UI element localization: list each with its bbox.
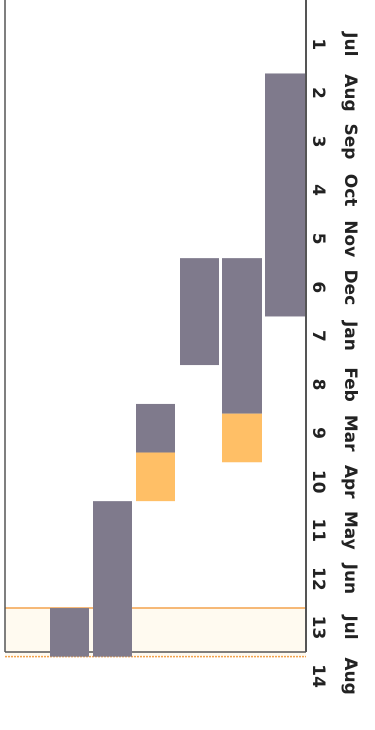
period-label: 2 xyxy=(308,87,328,99)
month-label: Aug xyxy=(340,74,360,111)
month-label: Apr xyxy=(340,465,360,499)
period-label: 1 xyxy=(308,38,328,50)
month-axis: Jul Aug Sep Oct Nov Dec Jan Feb Mar Apr May Jun Jul A… xyxy=(340,31,360,695)
task-4-segment-1 xyxy=(136,403,175,453)
month-label: Nov xyxy=(340,220,360,257)
month-label: Jan xyxy=(340,320,360,351)
month-label: Sep xyxy=(340,124,360,160)
period-label: 8 xyxy=(308,379,328,391)
task-2-segment-1 xyxy=(222,258,262,414)
period-label: 11 xyxy=(308,518,328,542)
month-label: Jul xyxy=(340,31,360,56)
task-5-segment-1 xyxy=(93,501,132,657)
period-label: 12 xyxy=(308,567,328,591)
task-1-segment-1 xyxy=(265,73,305,317)
month-label: Feb xyxy=(340,367,360,402)
month-label: May xyxy=(340,511,360,550)
task-4-segment-2 xyxy=(136,452,175,502)
period-label: 10 xyxy=(308,470,328,494)
period-label: 9 xyxy=(308,427,328,439)
month-label: Oct xyxy=(340,174,360,207)
period-label: 5 xyxy=(308,233,328,245)
month-label: Jul xyxy=(340,614,360,639)
month-label: Mar xyxy=(340,415,360,452)
month-label: Dec xyxy=(340,269,360,305)
period-label: 14 xyxy=(308,664,328,688)
task-6-segment-1 xyxy=(50,608,89,657)
task-bars xyxy=(50,73,305,657)
period-label: 6 xyxy=(308,281,328,293)
period-label: 3 xyxy=(308,136,328,148)
month-label: Aug xyxy=(340,657,360,694)
period-label: 4 xyxy=(308,184,328,196)
task-2-segment-2 xyxy=(222,413,262,463)
month-label: Jun xyxy=(340,563,360,595)
task-3-segment-1 xyxy=(180,258,219,366)
period-label: 7 xyxy=(308,330,328,342)
period-label: 13 xyxy=(308,616,328,640)
